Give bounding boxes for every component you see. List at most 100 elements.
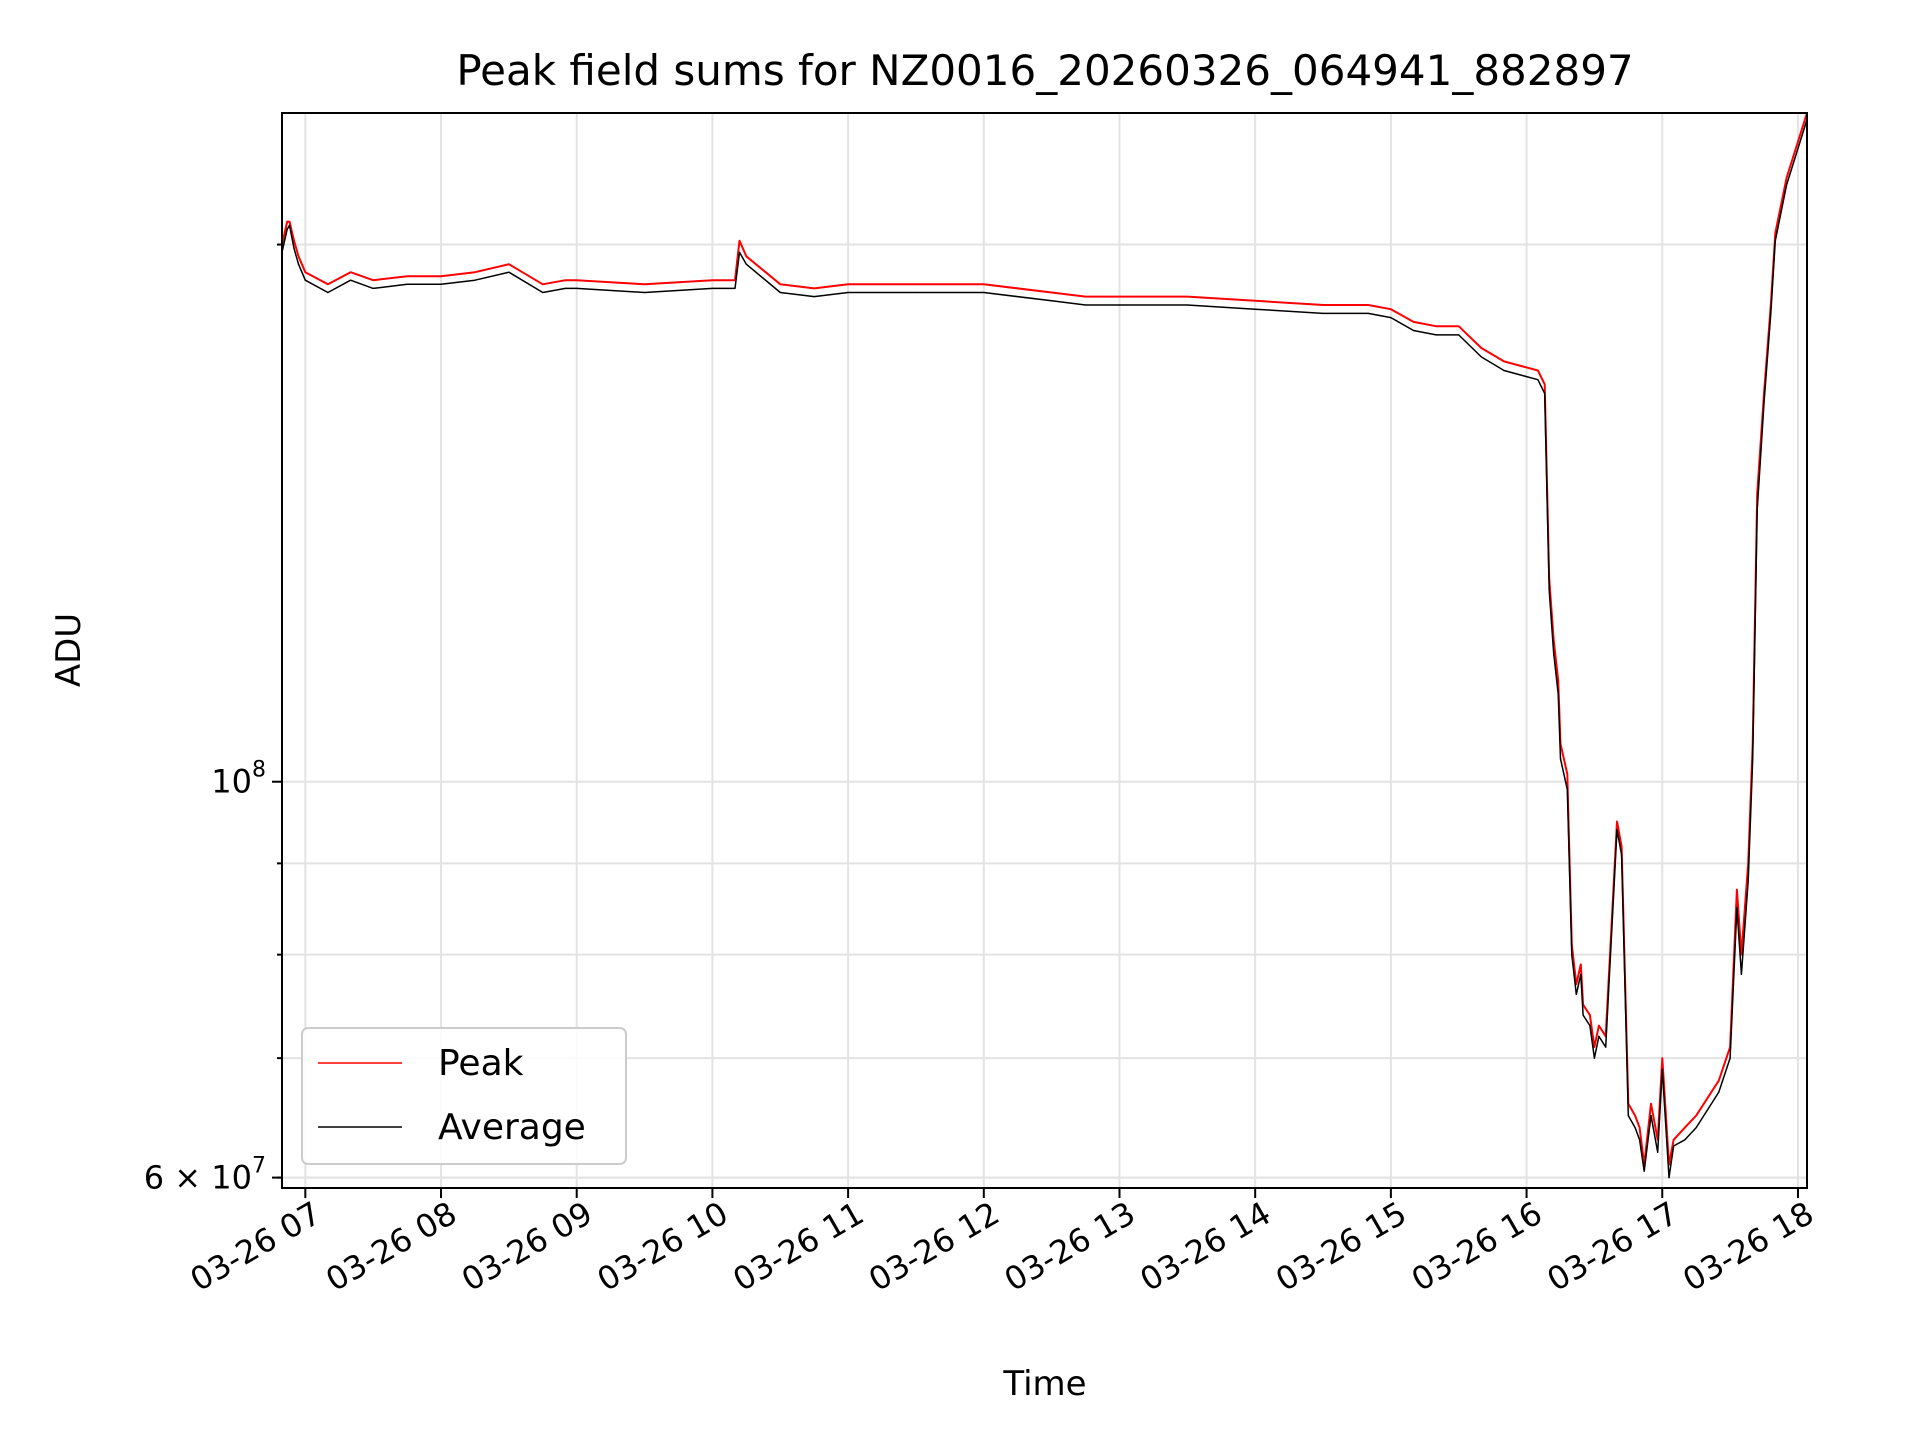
data-point-average	[350, 279, 352, 281]
data-point-average	[644, 291, 646, 294]
data-point-average	[1548, 589, 1550, 592]
data-point-peak	[1537, 369, 1539, 372]
data-point-peak	[1458, 325, 1460, 327]
data-point-peak	[1480, 347, 1482, 349]
data-point-average	[1480, 356, 1482, 358]
data-point-average	[734, 287, 736, 289]
chart-title: Peak field sums for NZ0016_20260326_0649…	[456, 46, 1633, 95]
data-point-average	[1763, 402, 1765, 404]
data-point-peak	[1736, 889, 1738, 891]
legend-box	[301, 1027, 627, 1165]
data-point-average	[1736, 907, 1738, 909]
data-point-average	[1756, 509, 1758, 511]
data-point-average	[1537, 379, 1539, 381]
data-point-average	[297, 263, 300, 265]
data-point-average	[1657, 1151, 1659, 1153]
data-point-peak	[1621, 845, 1623, 847]
data-point-peak	[1673, 1139, 1675, 1141]
data-point-average	[1582, 1014, 1584, 1016]
data-point-average	[1322, 312, 1324, 314]
data-point-average	[1684, 1139, 1686, 1141]
data-point-peak	[327, 283, 329, 285]
data-point-average	[745, 263, 747, 265]
data-point-average	[1718, 1091, 1720, 1093]
data-point-average	[1673, 1145, 1675, 1147]
data-point-peak	[644, 283, 646, 285]
data-point-peak	[1575, 983, 1577, 985]
data-point-average	[813, 296, 815, 298]
data-point-average	[1557, 693, 1559, 695]
data-point-average	[1566, 788, 1568, 791]
data-point-average	[1254, 308, 1256, 310]
legend: Peak Average	[301, 1027, 627, 1165]
data-point-peak	[1051, 291, 1053, 294]
data-point-average	[1643, 1170, 1645, 1172]
data-point-peak	[1774, 232, 1776, 234]
data-point-peak	[350, 271, 352, 273]
data-point-average	[564, 287, 567, 289]
data-point-peak	[288, 221, 291, 223]
data-point-peak	[304, 271, 306, 273]
data-point-peak	[1566, 773, 1568, 775]
data-point-average	[1605, 1046, 1607, 1048]
data-point-average	[1051, 300, 1053, 302]
data-point-peak	[1650, 1103, 1652, 1105]
data-point-average	[542, 291, 544, 294]
data-point-peak	[564, 279, 567, 281]
data-point-peak	[576, 279, 578, 281]
data-point-peak	[372, 279, 374, 281]
y-tick-label: 108	[211, 758, 266, 801]
data-point-average	[779, 291, 781, 294]
data-point-peak	[779, 283, 781, 285]
data-point-average	[474, 279, 476, 281]
data-point-average	[1661, 1068, 1663, 1070]
data-point-average	[440, 283, 442, 285]
data-point-peak	[1118, 296, 1121, 298]
data-point-average	[711, 287, 714, 289]
data-point-average	[1695, 1127, 1697, 1129]
plot-frame	[281, 112, 1808, 1189]
data-point-average	[1593, 1057, 1595, 1059]
data-point-average	[1571, 954, 1573, 956]
data-point-peak	[474, 271, 476, 273]
data-point-peak	[1390, 308, 1392, 310]
series-layer	[282, 113, 1807, 1179]
data-point-peak	[440, 275, 442, 277]
data-point-average	[1085, 304, 1087, 306]
data-point-average	[983, 291, 985, 294]
data-point-average	[1544, 393, 1546, 395]
data-point-average	[1589, 1025, 1591, 1027]
data-point-average	[1598, 1035, 1600, 1037]
x-axis-label: Time	[1002, 1364, 1086, 1404]
data-point-peak	[1503, 360, 1505, 362]
data-point-peak	[711, 279, 714, 281]
data-point-average	[372, 287, 374, 289]
data-point-average	[1616, 829, 1618, 831]
data-point-average	[1186, 304, 1188, 306]
data-point-average	[304, 279, 306, 281]
data-point-peak	[1634, 1115, 1636, 1117]
data-point-peak	[1580, 963, 1582, 966]
data-point-peak	[508, 263, 510, 265]
data-point-peak	[1085, 296, 1087, 298]
data-point-peak	[1435, 325, 1437, 327]
y-tick-label-exponent: 8	[252, 758, 266, 783]
data-point-peak	[1695, 1115, 1697, 1117]
data-point-peak	[297, 255, 300, 257]
data-point-average	[915, 291, 917, 294]
data-point-average	[1627, 1115, 1629, 1117]
data-point-average	[1390, 317, 1392, 319]
data-point-peak	[1557, 679, 1559, 681]
data-point-average	[288, 224, 291, 226]
data-point-average	[1747, 880, 1749, 882]
data-point-average	[1740, 973, 1742, 975]
data-point-average	[286, 228, 288, 230]
data-point-average	[1435, 334, 1437, 336]
data-point-average	[1553, 652, 1555, 655]
data-point-average	[576, 287, 578, 289]
data-point-peak	[745, 255, 747, 257]
y-tick-label-base: 6 × 10	[144, 1159, 252, 1197]
data-point-average	[1621, 854, 1623, 856]
data-point-peak	[1322, 304, 1324, 306]
